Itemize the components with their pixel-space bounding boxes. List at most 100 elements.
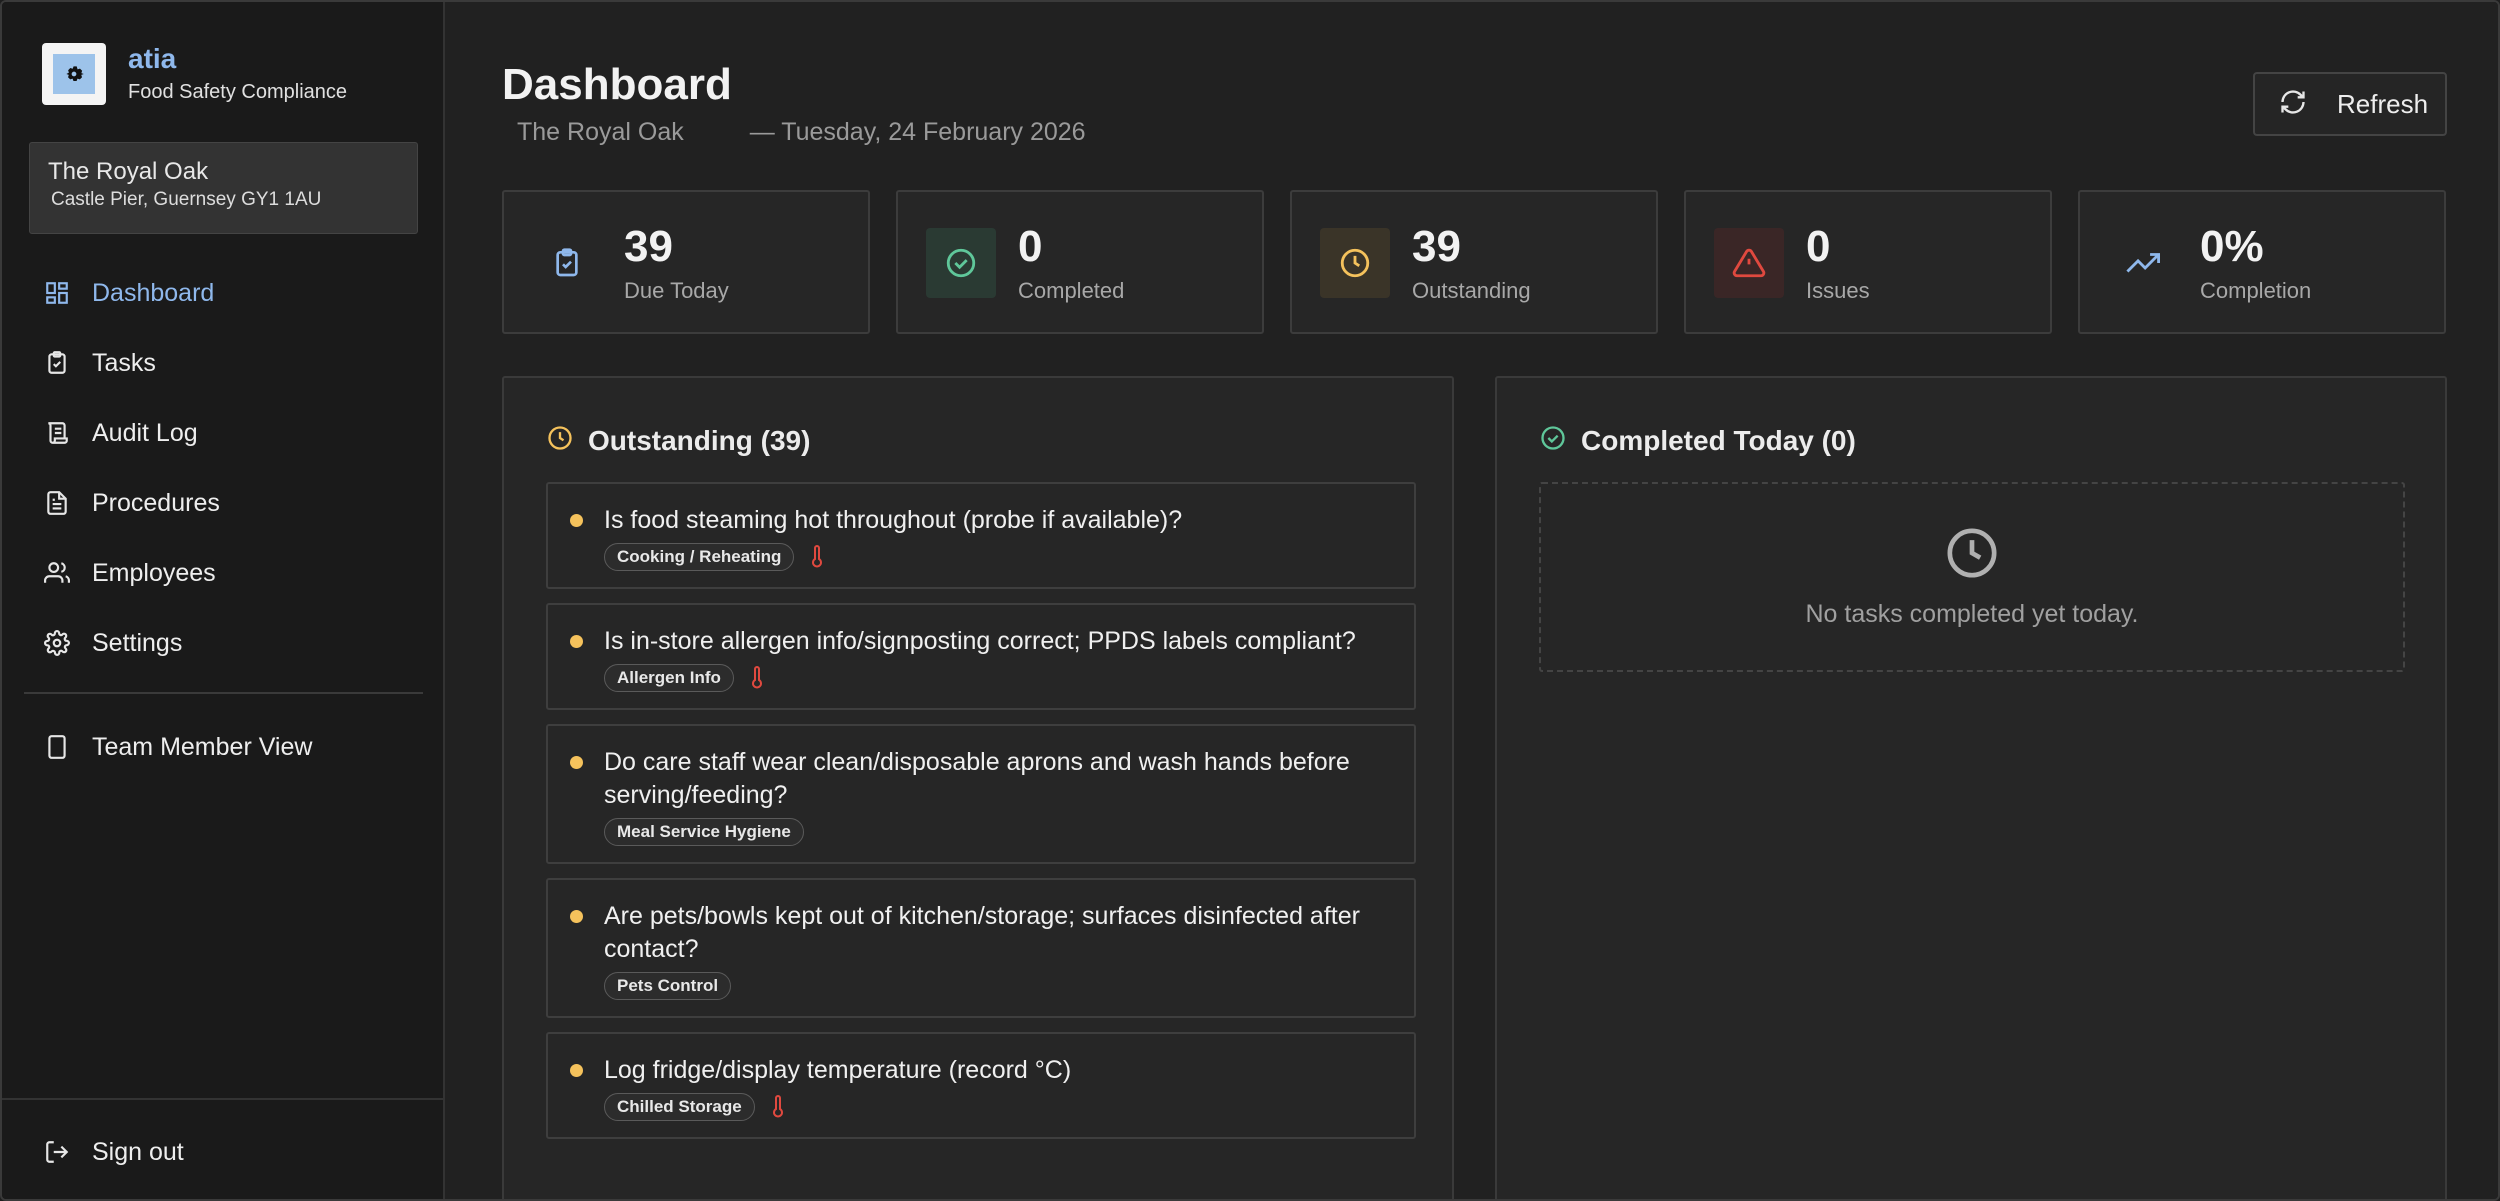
- task-question: Log fridge/display temperature (record °…: [604, 1056, 1072, 1084]
- brand: atia Food Safety Compliance: [42, 42, 347, 106]
- stat-value: 0: [1806, 222, 1831, 271]
- status-dot: [570, 910, 583, 923]
- page-subtitle: The Royal Oak — Tuesday, 24 February 202…: [517, 118, 1086, 147]
- task-item[interactable]: Is in-store allergen info/signposting co…: [546, 603, 1416, 710]
- clock-icon: [546, 424, 574, 457]
- sign-out-label: Sign out: [92, 1137, 184, 1166]
- gear-icon: [42, 628, 72, 658]
- document-icon: [42, 488, 72, 518]
- trending-up-icon: [2108, 228, 2178, 298]
- category-tag: Pets Control: [604, 972, 732, 1000]
- category-tag: Meal Service Hygiene: [604, 818, 804, 846]
- venue-selector[interactable]: The Royal Oak Castle Pier, Guernsey GY1 …: [29, 142, 418, 234]
- main-content: Dashboard The Royal Oak — Tuesday, 24 Fe…: [445, 2, 2498, 1199]
- status-dot: [570, 1064, 583, 1077]
- task-item[interactable]: Log fridge/display temperature (record °…: [546, 1032, 1416, 1139]
- subtitle-venue: The Royal Oak: [517, 118, 684, 146]
- category-tag: Allergen Info: [604, 664, 734, 692]
- clock-icon: [1944, 525, 2000, 586]
- status-dot: [570, 514, 583, 527]
- tablet-icon: [42, 732, 72, 762]
- users-icon: [42, 558, 72, 588]
- outstanding-header: Outstanding (39): [546, 424, 810, 457]
- sidebar-item-audit-log[interactable]: Audit Log: [2, 398, 443, 468]
- stat-card-due-today: 39 Due Today: [502, 190, 870, 334]
- sidebar-item-procedures[interactable]: Procedures: [2, 468, 443, 538]
- task-item[interactable]: Are pets/bowls kept out of kitchen/stora…: [546, 878, 1416, 1018]
- stat-label: Outstanding: [1412, 278, 1531, 303]
- stat-card-completed: 0 Completed: [896, 190, 1264, 334]
- warning-icon: [1714, 228, 1784, 298]
- outstanding-task-list[interactable]: Is food steaming hot throughout (probe i…: [546, 482, 1416, 1172]
- sign-out-button[interactable]: Sign out: [2, 1117, 443, 1187]
- venue-address: Castle Pier, Guernsey GY1 1AU: [51, 189, 322, 210]
- sidebar-item-label: Procedures: [92, 488, 220, 517]
- status-dot: [570, 756, 583, 769]
- empty-state: No tasks completed yet today.: [1539, 482, 2405, 672]
- completed-panel: Completed Today (0) No tasks completed y…: [1495, 376, 2447, 1199]
- clipboard-icon: [42, 348, 72, 378]
- task-item[interactable]: Is food steaming hot throughout (probe i…: [546, 482, 1416, 589]
- thermometer-icon: [750, 666, 764, 690]
- refresh-button[interactable]: Refresh: [2253, 72, 2447, 136]
- stat-value: 39: [1412, 222, 1461, 271]
- stat-value: 39: [624, 222, 673, 271]
- sidebar-item-tasks[interactable]: Tasks: [2, 328, 443, 398]
- completed-title: Completed Today (0): [1581, 424, 1856, 456]
- sidebar-item-dashboard[interactable]: Dashboard: [2, 258, 443, 328]
- thermometer-icon: [810, 545, 824, 569]
- sidebar-bottom-divider: [2, 1098, 443, 1100]
- status-dot: [570, 635, 583, 648]
- dashboard-icon: [42, 278, 72, 308]
- stats-row: 39 Due Today 0 Completed 39 Outstanding: [502, 190, 2446, 334]
- stat-card-issues: 0 Issues: [1684, 190, 2052, 334]
- sidebar-nav: Dashboard Tasks Audit Log Procedures: [2, 258, 443, 678]
- empty-message: No tasks completed yet today.: [1805, 600, 2139, 628]
- refresh-label: Refresh: [2337, 88, 2429, 119]
- sidebar-item-label: Audit Log: [92, 418, 198, 447]
- venue-name: The Royal Oak: [48, 158, 209, 185]
- task-question: Is food steaming hot throughout (probe i…: [604, 506, 1183, 534]
- stat-value: 0%: [2200, 222, 2264, 271]
- task-question: Are pets/bowls kept out of kitchen/stora…: [604, 902, 1360, 963]
- sidebar-item-label: Tasks: [92, 348, 156, 377]
- clipboard-check-icon: [532, 228, 602, 298]
- stat-label: Completed: [1018, 278, 1125, 303]
- completed-header: Completed Today (0): [1539, 424, 1856, 457]
- gear-logo-icon: [66, 66, 84, 82]
- sidebar-item-label: Settings: [92, 628, 183, 657]
- logout-icon: [42, 1137, 72, 1167]
- category-tag: Cooking / Reheating: [604, 543, 795, 571]
- clock-icon: [1320, 228, 1390, 298]
- sidebar-divider: [24, 692, 423, 694]
- brand-name: atia: [128, 43, 177, 74]
- stat-label: Issues: [1806, 278, 1870, 303]
- stat-label: Due Today: [624, 278, 729, 303]
- check-circle-icon: [926, 228, 996, 298]
- sidebar-item-settings[interactable]: Settings: [2, 608, 443, 678]
- task-question: Do care staff wear clean/disposable apro…: [604, 748, 1350, 809]
- refresh-icon: [2279, 88, 2307, 121]
- stat-value: 0: [1018, 222, 1043, 271]
- thermometer-icon: [771, 1095, 785, 1119]
- sidebar-item-employees[interactable]: Employees: [2, 538, 443, 608]
- sidebar-item-label: Dashboard: [92, 278, 215, 307]
- sidebar-item-label: Team Member View: [92, 732, 313, 761]
- sidebar-item-label: Employees: [92, 558, 216, 587]
- category-tag: Chilled Storage: [604, 1093, 755, 1121]
- check-circle-icon: [1539, 424, 1567, 457]
- stat-card-outstanding: 39 Outstanding: [1290, 190, 1658, 334]
- subtitle-date: — Tuesday, 24 February 2026: [749, 118, 1086, 146]
- outstanding-panel: Outstanding (39) Is food steaming hot th…: [502, 376, 1454, 1199]
- sidebar: atia Food Safety Compliance The Royal Oa…: [2, 2, 445, 1199]
- brand-logo: [42, 43, 106, 105]
- sidebar-item-team-member-view[interactable]: Team Member View: [2, 712, 443, 782]
- task-item[interactable]: Do care staff wear clean/disposable apro…: [546, 724, 1416, 864]
- brand-subtitle: Food Safety Compliance: [128, 81, 348, 103]
- task-question: Is in-store allergen info/signposting co…: [604, 627, 1356, 655]
- outstanding-title: Outstanding (39): [588, 424, 811, 456]
- stat-label: Completion: [2200, 278, 2312, 303]
- stat-card-completion: 0% Completion: [2078, 190, 2446, 334]
- page-title: Dashboard: [502, 60, 732, 109]
